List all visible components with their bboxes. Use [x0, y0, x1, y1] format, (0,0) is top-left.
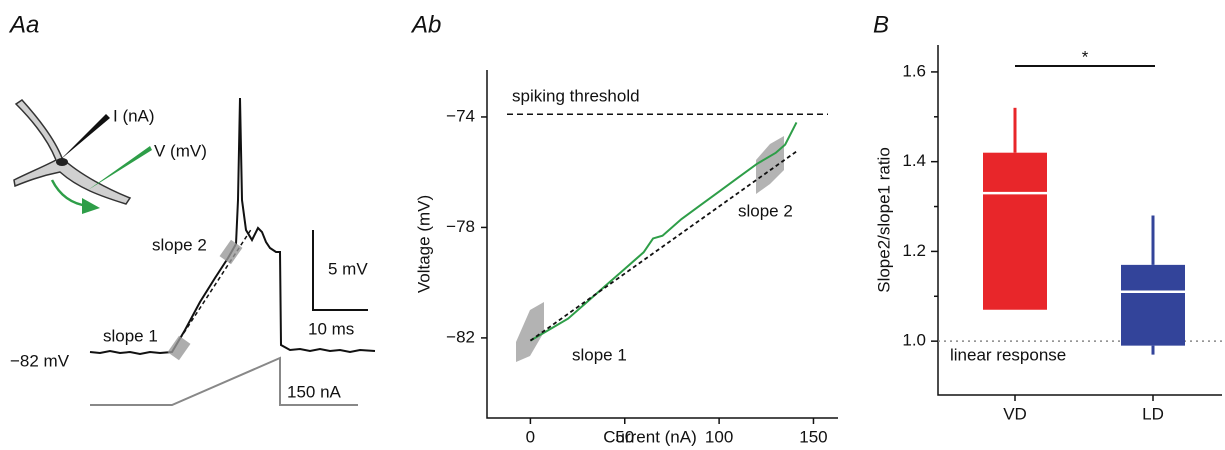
threshold-label: spiking threshold — [512, 87, 640, 106]
extrapolation-line — [529, 149, 799, 342]
soma — [56, 158, 68, 166]
annotation: slope 1 — [572, 345, 627, 364]
annotation: V (mV) — [154, 141, 207, 160]
annotation: slope 1 — [103, 326, 158, 345]
x-tick-label: 150 — [799, 427, 827, 446]
slope-marker — [756, 136, 784, 194]
x-axis-label: Current (nA) — [603, 427, 697, 446]
slope-marker — [516, 302, 544, 362]
x-tick-label: LD — [1142, 404, 1164, 423]
annotation: −82 mV — [10, 351, 70, 370]
annotation: I (nA) — [113, 106, 155, 125]
x-tick-label: VD — [1003, 404, 1027, 423]
slope-marker — [219, 239, 243, 265]
box — [983, 152, 1047, 310]
data-line — [529, 122, 798, 342]
significance-label: * — [1082, 47, 1089, 66]
scale-label: 150 nA — [287, 382, 342, 401]
x-tick-label: 100 — [705, 427, 733, 446]
reference-label: linear response — [950, 346, 1066, 365]
x-tick-label: 50 — [615, 427, 634, 446]
y-axis-label: Slope2/slope1 ratio — [874, 147, 893, 293]
voltage-trace — [89, 97, 376, 356]
y-tick-label: −82 — [446, 327, 475, 346]
panel-label: Aa — [8, 11, 39, 38]
arrow-head — [82, 198, 100, 214]
extrapolation — [175, 227, 253, 346]
panel-label: B — [873, 11, 889, 38]
y-tick-label: −74 — [446, 106, 475, 125]
voltage-electrode — [88, 146, 152, 190]
y-tick-label: 1.4 — [902, 151, 926, 170]
y-tick-label: 1.0 — [902, 331, 926, 350]
annotation: slope 2 — [152, 235, 207, 254]
scale-bar — [312, 230, 368, 311]
neuron-schematic — [13, 99, 152, 214]
y-tick-label: 1.2 — [902, 241, 926, 260]
axis — [486, 70, 838, 419]
current-electrode — [60, 114, 110, 160]
box — [1121, 264, 1185, 346]
y-tick-label: −78 — [446, 217, 475, 236]
stimulus-trace — [90, 356, 358, 406]
annotation: slope 2 — [738, 201, 793, 220]
panel-label: Ab — [410, 11, 441, 38]
x-tick-label: 0 — [526, 427, 535, 446]
y-tick-label: 1.6 — [902, 61, 926, 80]
scale-label: 10 ms — [308, 319, 354, 338]
scale-label: 5 mV — [328, 259, 368, 278]
slope-marker — [167, 335, 191, 361]
y-axis-label: Voltage (mV) — [414, 195, 433, 293]
